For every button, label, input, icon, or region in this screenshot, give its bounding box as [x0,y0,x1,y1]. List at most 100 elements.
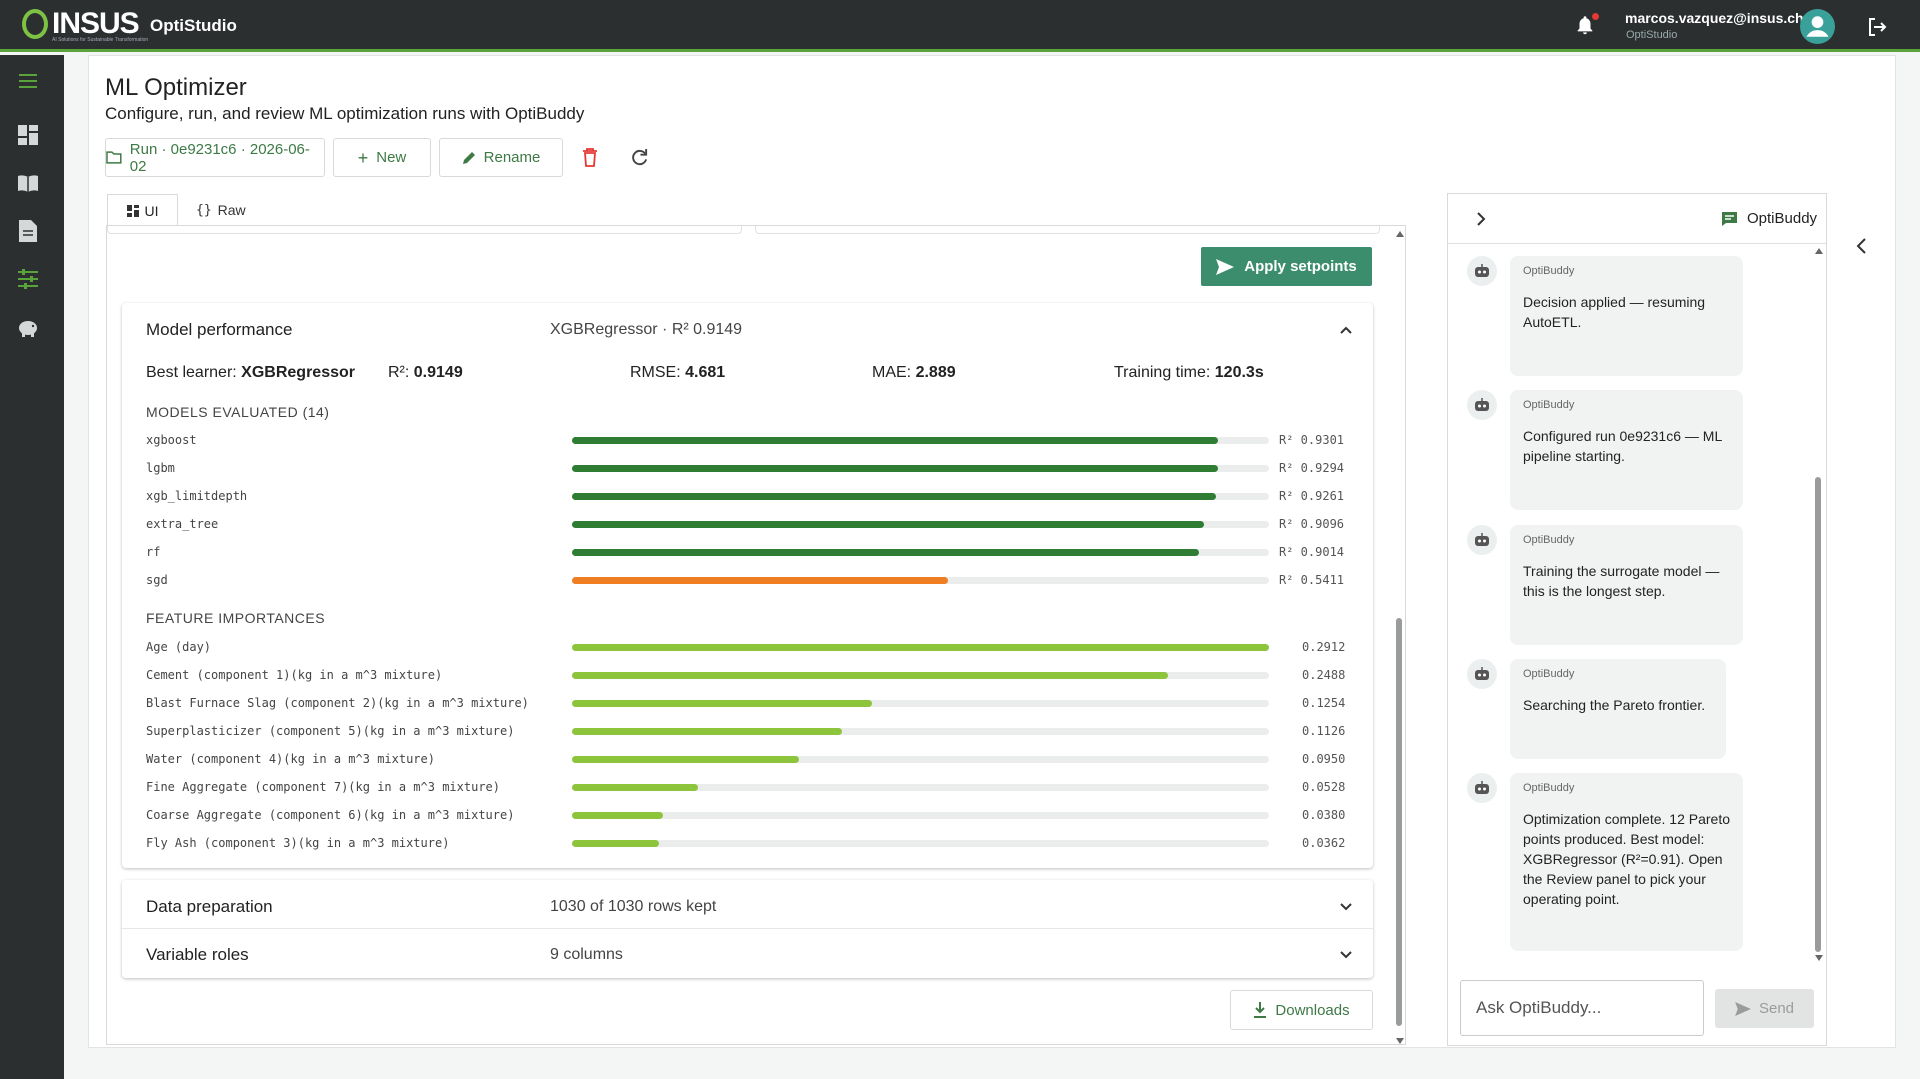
new-button[interactable]: + New [333,138,431,177]
logo-tagline: AI Solutions for Sustainable Transformat… [52,37,149,43]
page-title: ML Optimizer [105,74,247,101]
feature-name: Fine Aggregate (component 7)(kg in a m^3… [146,780,501,794]
apply-setpoints-button[interactable]: Apply setpoints [1201,247,1372,286]
chat-scroll-down-icon[interactable] [1814,954,1824,962]
send-icon [1735,1001,1751,1016]
run-selector-button[interactable]: Run · 0e9231c6 · 2026-06-02 [105,138,325,177]
model-value: R² 0.9261 [1279,489,1345,503]
tab-ui-label: UI [144,202,159,219]
model-name: rf [146,545,161,559]
model-name: extra_tree [146,517,219,531]
model-value: R² 0.9301 [1279,433,1345,447]
feature-name: Superplasticizer (component 5)(kg in a m… [146,724,515,738]
feature-value: 0.2912 [1302,640,1346,654]
download-icon [1254,1002,1267,1018]
chat-input[interactable]: Ask OptiBuddy... [1460,980,1704,1036]
chat-message: OptiBuddy Configured run 0e9231c6 — ML p… [1510,390,1743,510]
tab-ui[interactable]: UI [107,194,178,226]
data-preparation-header[interactable]: Data preparation 1030 of 1030 rows kept [122,880,1373,928]
model-value: R² 0.9096 [1279,517,1345,531]
send-button[interactable]: Send [1715,989,1814,1028]
chevron-down-icon[interactable] [1337,898,1355,916]
chevron-up-icon[interactable] [1337,321,1355,339]
r2-metric: R²: 0.9149 [388,364,463,382]
book-icon[interactable] [16,171,40,195]
data-preparation-title: Data preparation [146,897,273,916]
training-time-value: 120.3s [1214,364,1264,381]
message-text: Training the surrogate model — this is t… [1523,563,1720,599]
content-scrollbar[interactable] [1395,228,1405,1045]
logout-icon[interactable] [1865,15,1889,39]
tab-raw[interactable]: {} Raw [196,194,266,226]
chat-input-placeholder: Ask OptiBuddy... [1476,998,1602,1017]
feature-bar-track [572,812,1269,819]
feature-name: Coarse Aggregate (component 6)(kg in a m… [146,808,515,822]
plus-icon: + [357,147,369,168]
run-label: Run · 0e9231c6 · 2026-06-02 [129,140,310,175]
notification-badge [1592,13,1599,20]
feature-bar-fill [572,728,842,735]
feature-bar-fill [572,840,659,847]
user-avatar[interactable] [1800,9,1835,44]
rename-label: Rename [483,149,541,166]
insus-logo[interactable]: INSUS AI Solutions for Sustainable Trans… [22,9,148,43]
pencil-icon [462,151,475,164]
feature-bar-fill [572,784,699,791]
scroll-down-arrow-icon[interactable] [1395,1037,1405,1045]
chat-header: OptiBuddy [1448,194,1826,244]
variable-roles-header[interactable]: Variable roles 9 columns [122,929,1373,977]
chevron-left-icon[interactable] [1852,236,1872,256]
model-bar-fill [572,577,949,584]
rename-button[interactable]: Rename [439,138,563,177]
model-bar-fill [572,437,1219,444]
chevron-right-icon[interactable] [1476,212,1486,226]
feature-bar-fill [572,672,1168,679]
feature-value: 0.0950 [1302,752,1346,766]
grid-icon [126,204,139,217]
chat-scroll-thumb[interactable] [1815,477,1821,952]
model-bar-fill [572,521,1205,528]
top-bar: INSUS AI Solutions for Sustainable Trans… [0,0,1920,52]
send-icon [1216,258,1235,275]
bot-avatar-icon [1467,256,1497,286]
model-bar-fill [572,493,1216,500]
new-label: New [376,149,407,166]
delete-icon[interactable] [578,145,602,169]
previous-card-edge [107,226,742,234]
content-scroll-thumb[interactable] [1396,618,1402,1026]
model-bar-track [572,465,1269,472]
chevron-down-icon[interactable] [1337,946,1355,964]
notification-bell-icon[interactable] [1574,14,1596,36]
model-bar-track [572,493,1269,500]
scroll-up-arrow-icon[interactable] [1395,230,1405,238]
feature-name: Cement (component 1)(kg in a m^3 mixture… [146,668,443,682]
savings-icon[interactable] [16,315,40,339]
chat-message: OptiBuddy Training the surrogate model —… [1510,525,1743,645]
code-braces-icon: {} [196,202,212,218]
feature-value: 0.2488 [1302,668,1346,682]
message-author: OptiBuddy [1523,534,1575,546]
app-name: OptiStudio [150,16,237,35]
bot-avatar-icon [1467,390,1497,420]
user-app-label: OptiStudio [1626,29,1678,41]
model-name: xgb_limitdepth [146,489,248,503]
account-icon [1806,16,1829,37]
feature-value: 0.0528 [1302,780,1346,794]
chat-scroll-up-icon[interactable] [1814,247,1824,255]
dashboard-icon[interactable] [16,123,40,147]
optimizer-sliders-icon[interactable] [16,267,40,291]
chat-title: OptiBuddy [1747,210,1818,227]
downloads-button[interactable]: Downloads [1230,990,1373,1030]
document-icon[interactable] [16,219,40,243]
model-value: R² 0.9014 [1279,545,1345,559]
model-name: sgd [146,573,168,587]
chat-icon [1722,212,1737,226]
send-label: Send [1758,1000,1795,1017]
message-author: OptiBuddy [1523,399,1575,411]
feature-name: Age (day) [146,640,212,654]
feature-name: Water (component 4)(kg in a m^3 mixture) [146,752,435,766]
logo-ring-icon [22,9,48,39]
feature-bar-track [572,784,1269,791]
refresh-icon[interactable] [627,145,651,169]
menu-icon[interactable] [16,69,40,93]
